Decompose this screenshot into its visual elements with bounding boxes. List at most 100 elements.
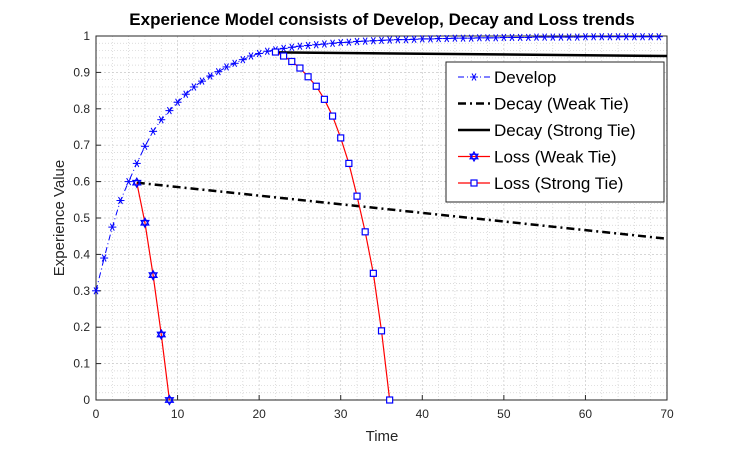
y-tick-label: 0: [83, 393, 90, 407]
data-point: [336, 38, 345, 47]
data-point: [131, 176, 142, 189]
data-point: [646, 32, 655, 41]
data-point: [238, 55, 247, 64]
x-axis-label: Time: [366, 428, 399, 445]
data-point: [565, 33, 574, 41]
data-point: [369, 37, 378, 45]
data-point: [206, 72, 215, 80]
x-tick-label: 20: [252, 407, 266, 421]
x-tick-label: 0: [93, 407, 100, 421]
data-point: [255, 49, 264, 58]
data-point: [132, 159, 141, 168]
data-point: [140, 142, 149, 151]
data-point: [312, 41, 321, 49]
data-point: [263, 47, 272, 56]
data-point: [442, 34, 451, 43]
data-point: [401, 35, 410, 44]
y-tick-label: 0.6: [73, 175, 90, 189]
data-point: [377, 327, 386, 335]
series-line: [136, 182, 171, 401]
data-point: [116, 196, 125, 205]
y-tick-label: 0.8: [73, 102, 90, 116]
data-point: [320, 95, 328, 103]
data-point: [344, 38, 353, 46]
legend-label: Decay (Weak Tie): [494, 95, 629, 114]
legend-item: Loss (Weak Tie): [458, 148, 617, 167]
legend-box: [445, 61, 665, 203]
data-point: [222, 63, 231, 71]
legend-item: Develop: [458, 68, 556, 87]
data-point: [312, 82, 320, 90]
y-tick-label: 0.4: [73, 247, 90, 261]
data-point: [173, 98, 182, 106]
data-point: [467, 34, 476, 42]
series-line: [95, 36, 659, 291]
data-point: [589, 32, 598, 41]
data-point: [622, 32, 631, 41]
data-point: [230, 59, 239, 68]
data-point: [630, 32, 639, 41]
y-axis-label: Experience Value: [51, 160, 68, 276]
y-tick-label: 0.9: [73, 65, 90, 79]
data-point: [287, 43, 296, 52]
data-point: [345, 159, 353, 167]
y-tick-label: 1: [83, 29, 90, 43]
data-point: [189, 83, 198, 91]
legend: Develop Decay (Weak Tie) Decay (Strong Tie…: [445, 61, 665, 203]
y-tick-label: 0.1: [73, 357, 90, 371]
data-point: [393, 35, 402, 44]
series-develop: [92, 32, 663, 295]
data-point: [369, 269, 377, 277]
data-point: [296, 64, 304, 72]
data-point: [499, 33, 508, 42]
legend-item: Decay (Strong Tie): [458, 121, 636, 140]
data-point: [410, 35, 419, 44]
chart-title: Experience Model consists of Develop, De…: [129, 10, 634, 29]
data-point: [459, 34, 468, 42]
data-point: [548, 33, 557, 41]
series-decay-weak-tie: [136, 181, 668, 240]
data-point: [353, 192, 361, 200]
data-point: [157, 115, 166, 124]
x-tick-label: 50: [497, 407, 511, 421]
data-point: [108, 223, 117, 231]
data-point: [516, 33, 525, 42]
data-point: [581, 32, 590, 41]
data-point: [556, 33, 565, 41]
data-point: [337, 134, 345, 142]
data-point: [100, 254, 109, 262]
legend-item: Decay (Weak Tie): [458, 95, 629, 114]
data-point: [491, 34, 500, 42]
data-point: [386, 396, 394, 404]
data-point: [140, 217, 150, 229]
data-point: [418, 35, 427, 43]
data-point: [124, 177, 133, 186]
data-point: [353, 37, 362, 46]
x-tick-label: 70: [660, 407, 674, 421]
data-point: [280, 52, 288, 60]
x-tick-label: 40: [416, 407, 430, 421]
series-decay-strong-tie: [275, 51, 668, 58]
data-point: [148, 269, 159, 281]
y-tick-label: 0.7: [73, 138, 90, 152]
series-layer: [92, 32, 668, 406]
data-point: [181, 90, 190, 98]
data-point: [320, 40, 329, 48]
data-point: [377, 36, 386, 45]
data-point: [295, 42, 304, 50]
data-point: [361, 228, 369, 236]
data-point: [361, 37, 370, 45]
data-point: [304, 41, 313, 50]
data-point: [426, 35, 435, 43]
axis-ticks: 0 10 20 30 40 50 60 70 0 0.1 0.2 0.3 0.4 0.5 0.6 0.7 0.8…: [73, 29, 674, 421]
y-tick-label: 0.3: [73, 284, 90, 298]
series-loss-strong-tie: [271, 48, 394, 404]
series-loss-weak-tie: [131, 176, 175, 406]
data-point: [198, 77, 207, 85]
legend-label: Develop: [494, 68, 556, 87]
x-tick-label: 10: [171, 407, 185, 421]
data-point: [385, 36, 394, 44]
data-point: [271, 48, 280, 56]
data-point: [532, 33, 541, 41]
data-point: [246, 52, 255, 60]
